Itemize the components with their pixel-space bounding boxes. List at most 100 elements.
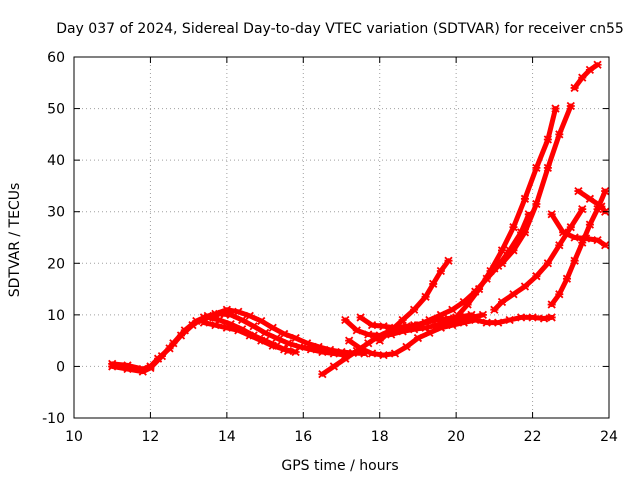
x-tick-label: 10 <box>65 429 83 445</box>
data-point <box>601 241 610 250</box>
data-point <box>387 326 396 335</box>
data-point <box>280 329 289 339</box>
data-point <box>364 330 373 339</box>
series-s10 <box>452 104 560 322</box>
data-point <box>249 331 258 340</box>
data-point <box>291 347 300 357</box>
data-point <box>268 323 277 332</box>
y-tick-label: 60 <box>47 50 65 66</box>
data-point <box>570 256 579 265</box>
data-point <box>478 310 488 319</box>
x-tick-label: 18 <box>371 429 389 445</box>
data-point <box>199 318 209 327</box>
data-point <box>283 339 293 348</box>
data-point <box>520 228 530 237</box>
y-tick-label: -10 <box>42 411 65 427</box>
series-s16 <box>570 60 602 93</box>
data-point <box>257 316 266 326</box>
data-point <box>318 347 327 357</box>
data-point <box>509 223 518 232</box>
data-point <box>413 333 423 343</box>
data-point <box>463 300 472 309</box>
data-point <box>425 328 434 338</box>
data-point <box>123 364 132 374</box>
data-point <box>436 266 445 276</box>
data-point <box>559 228 568 237</box>
data-point <box>543 163 552 173</box>
data-point <box>555 290 564 299</box>
data-point <box>341 354 350 363</box>
data-point <box>520 194 530 203</box>
data-point <box>291 333 300 343</box>
data-point <box>505 315 514 325</box>
data-point <box>295 342 304 351</box>
data-point <box>574 186 583 196</box>
data-point <box>352 326 361 335</box>
data-point <box>234 307 243 316</box>
data-point <box>238 315 247 325</box>
data-point <box>329 362 338 371</box>
data-point <box>532 163 541 173</box>
data-point <box>494 318 503 327</box>
data-point <box>593 60 602 69</box>
data-point <box>539 314 549 323</box>
data-point <box>555 130 564 139</box>
data-point <box>245 311 254 321</box>
y-tick-label: 0 <box>56 359 65 375</box>
data-point <box>532 272 541 281</box>
x-axis-ticks: 10 12 14 16 18 20 22 24 <box>65 57 618 445</box>
data-point <box>490 305 499 314</box>
data-point <box>581 234 591 243</box>
data-point <box>547 300 556 309</box>
data-point <box>260 336 270 345</box>
grid-lines <box>74 57 609 418</box>
data-point <box>341 315 350 325</box>
x-tick-label: 22 <box>524 429 542 445</box>
data-point <box>444 318 453 327</box>
data-point <box>402 322 411 331</box>
data-point <box>283 346 293 356</box>
data-point <box>356 313 365 322</box>
x-tick-label: 20 <box>447 429 465 445</box>
data-point <box>375 336 384 345</box>
data-point <box>421 292 430 301</box>
data-point <box>238 325 247 334</box>
data-point <box>509 290 518 299</box>
data-point <box>364 339 373 348</box>
data-point <box>570 83 579 93</box>
data-point <box>555 241 564 250</box>
data-point <box>146 363 155 373</box>
data-point <box>429 279 438 289</box>
data-point <box>585 194 595 203</box>
data-point <box>215 309 224 318</box>
data-point <box>356 344 365 353</box>
data-point <box>226 310 235 319</box>
series-line <box>453 106 558 320</box>
data-point <box>578 204 587 214</box>
data-point <box>547 210 556 219</box>
data-point <box>585 220 595 229</box>
chart-title: Day 037 of 2024, Sidereal Day-to-day VTE… <box>56 21 624 37</box>
data-point <box>578 73 587 82</box>
x-tick-label: 24 <box>600 429 618 445</box>
data-point <box>192 316 201 326</box>
data-point <box>379 350 388 360</box>
x-axis-label: GPS time / hours <box>281 458 398 474</box>
data-point <box>367 349 377 358</box>
y-tick-label: 10 <box>47 308 65 324</box>
data-point <box>532 199 541 209</box>
data-point <box>306 345 316 354</box>
data-point <box>597 202 606 211</box>
data-point <box>497 259 507 268</box>
x-tick-label: 14 <box>218 429 236 445</box>
data-point <box>138 367 147 376</box>
data-point <box>474 284 484 294</box>
data-point <box>452 313 461 322</box>
data-point <box>444 256 453 265</box>
y-tick-label: 20 <box>47 256 65 272</box>
data-point <box>318 370 327 379</box>
data-point <box>547 313 556 322</box>
data-point <box>203 313 212 322</box>
data-point <box>516 313 526 322</box>
